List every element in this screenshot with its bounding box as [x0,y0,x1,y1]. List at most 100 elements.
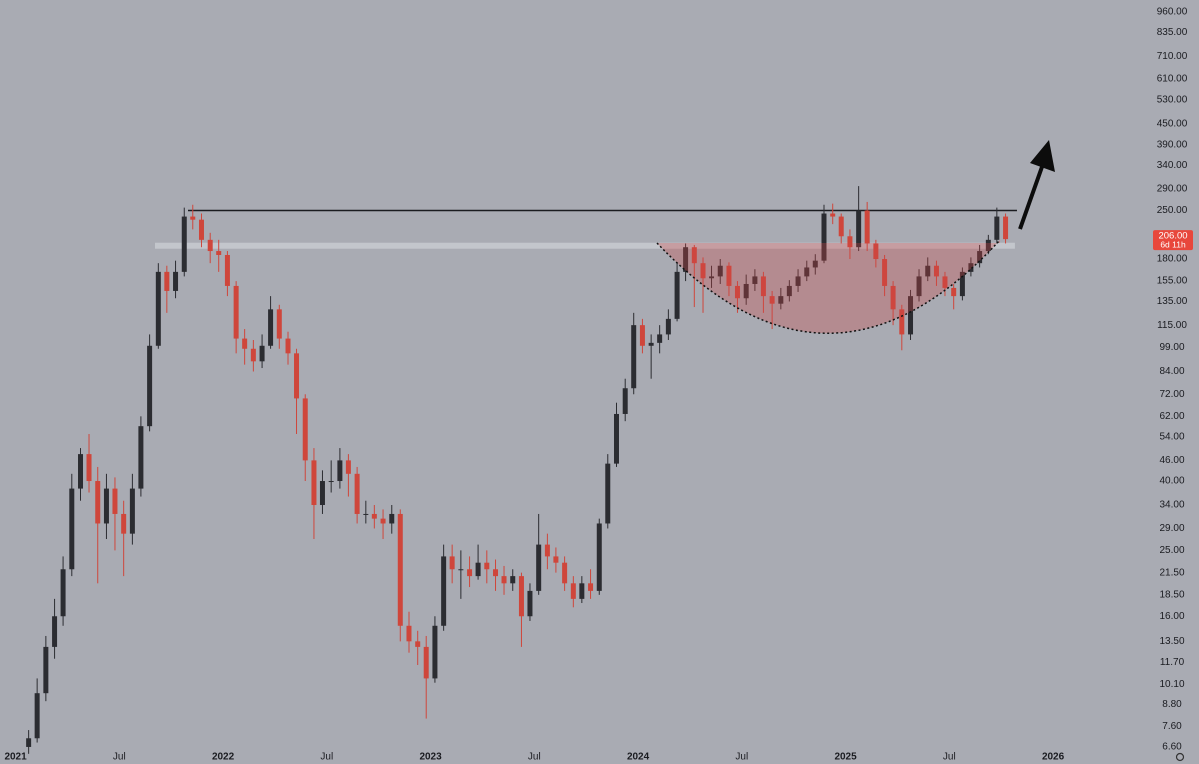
candle-body [856,210,862,248]
candle-body [536,544,542,591]
y-tick-label: 960.00 [1157,7,1188,18]
candle-body [864,210,870,244]
candle-body [700,263,706,279]
candle-body [613,413,619,464]
candle-body [467,569,473,577]
candle-body [173,271,179,291]
candle-body [207,239,213,252]
x-tick-label: 2026 [1042,752,1065,763]
candle-body [432,625,438,679]
candle-body [605,463,611,524]
candle-body [916,276,922,297]
candle-body [553,556,559,563]
candle-body [129,488,135,534]
candle-body [562,562,568,584]
candle-body [449,556,455,570]
y-tick-label: 340.00 [1157,160,1188,171]
price-tag [1153,230,1193,251]
support-band [155,242,1015,249]
candle-body [371,513,377,519]
candle-body [691,247,697,264]
y-tick-label: 250.00 [1157,205,1188,216]
candle-body [908,296,914,335]
x-tick-label: Jul [320,752,333,763]
y-tick-label: 7.60 [1162,721,1182,732]
y-tick-label: 155.00 [1157,276,1188,287]
candle-body [873,243,879,260]
y-tick-label: 18.50 [1159,589,1184,600]
y-tick-label: 8.80 [1162,699,1182,710]
candle-body [579,583,585,599]
candle-body [52,616,58,647]
x-tick-label: Jul [735,752,748,763]
candle-body [683,247,689,272]
candle-body [319,481,325,506]
y-tick-label: 62.00 [1159,411,1184,422]
candle-body [198,219,204,240]
candle-body [147,345,153,427]
candle-body [233,285,239,339]
candle-body [588,583,594,591]
candle-body [242,338,248,349]
candle-body [181,216,187,272]
candle-body [121,513,127,534]
candle-body [942,276,948,288]
candle-body [890,285,896,310]
candle-body [294,353,300,399]
x-tick-label: 2024 [627,752,650,763]
candle-body [752,276,758,284]
plot-area [26,186,1017,754]
candle-body [830,213,836,217]
candle-body [78,454,84,489]
y-tick-label: 46.00 [1159,455,1184,466]
y-tick-label: 21.50 [1159,567,1184,578]
candle-body [821,213,827,261]
candle-body [423,646,429,679]
x-tick-label: Jul [943,752,956,763]
candle-body [389,513,395,524]
candle-body [527,590,533,617]
candle-body [734,285,740,299]
candle-body [311,460,317,506]
y-tick-label: 99.00 [1159,342,1184,353]
candle-body [812,260,818,268]
candle-body [631,325,637,389]
y-tick-label: 610.00 [1157,74,1188,85]
candle-body [60,569,66,617]
settings-icon[interactable] [1175,752,1185,762]
y-tick-label: 390.00 [1157,140,1188,151]
y-tick-label: 11.70 [1160,657,1185,668]
candle-body [415,641,421,647]
x-tick-label: 2023 [419,752,442,763]
candle-body [665,318,671,335]
candle-body [778,296,784,304]
y-tick-label: 34.00 [1159,500,1184,511]
candle-body [86,454,92,482]
candle-body [1003,216,1009,240]
candle-body [475,562,481,577]
y-tick-label: 6.60 [1162,742,1182,753]
candle-body [951,287,957,297]
candle-body [795,276,801,286]
candle-body [570,583,576,599]
candle-body [380,518,386,524]
candle-body [743,283,749,299]
y-tick-label: 29.00 [1159,523,1184,534]
candle-body [164,271,170,291]
x-tick-label: Jul [528,752,541,763]
candle-body [328,481,334,483]
y-tick-label: 72.00 [1159,389,1184,400]
candle-body [190,216,196,220]
candle-body [882,259,888,286]
candle-body [406,625,412,642]
candle-body [397,513,403,626]
y-tick-label: 84.00 [1159,366,1184,377]
candle-body [354,473,360,514]
candle-body [847,236,853,248]
candle-body [155,271,161,346]
candle-body [138,426,144,489]
y-tick-label: 40.00 [1159,476,1184,487]
countdown-label: 6d 11h [1160,239,1186,249]
y-tick-label: 530.00 [1157,94,1188,105]
candle-body [804,267,810,277]
